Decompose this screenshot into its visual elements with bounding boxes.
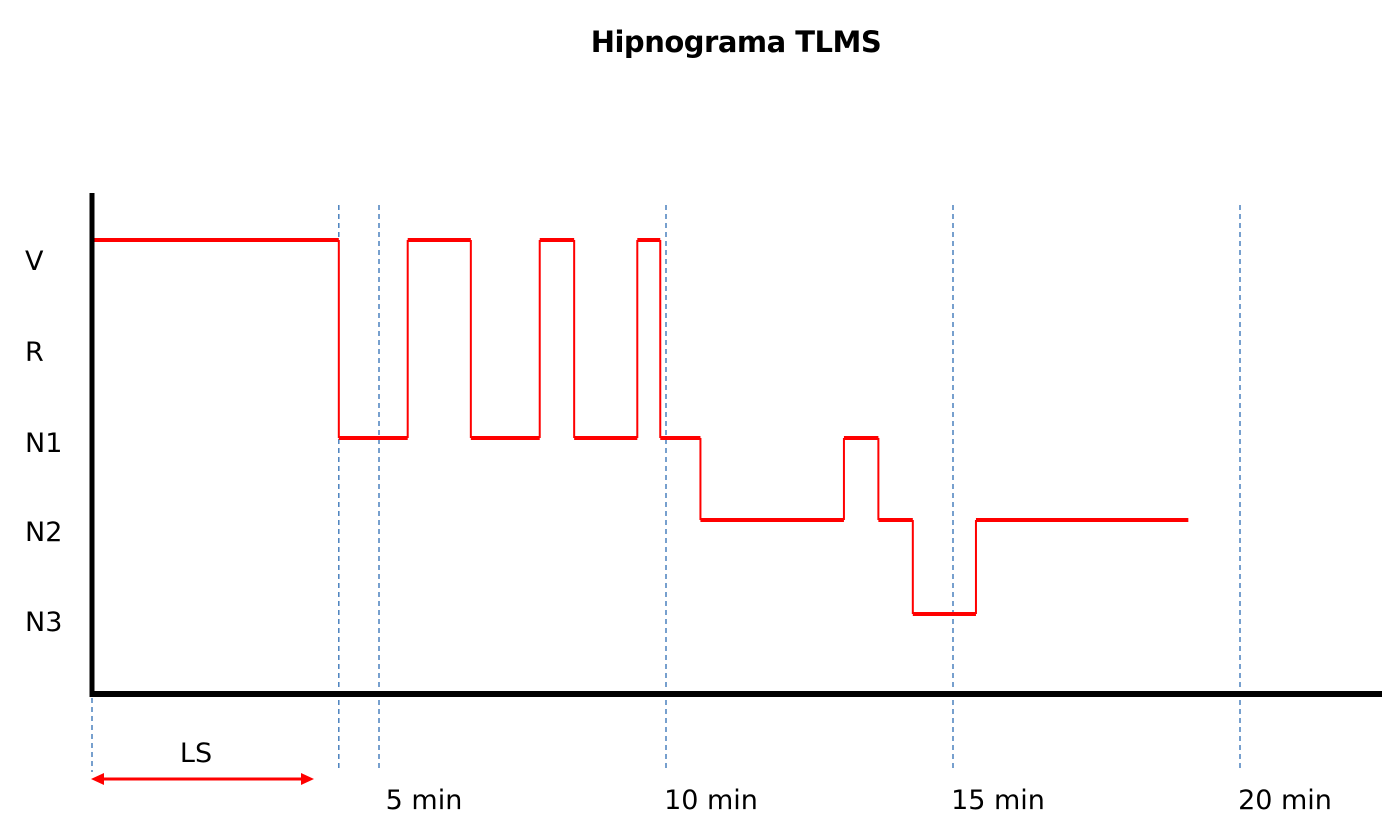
y-label-n2: N2 [25, 517, 62, 548]
latency-label: LS [180, 738, 212, 769]
latency-arrow-left-head [91, 773, 104, 785]
x-tick-label: 5 min [386, 785, 463, 816]
y-label-n1: N1 [25, 428, 62, 459]
hypnogram-series [92, 238, 1189, 616]
latency-arrow-right-head [301, 773, 314, 785]
chart-title: Hipnograma TLMS [591, 25, 882, 59]
x-tick-label: 20 min [1238, 785, 1332, 816]
x-tick-label: 15 min [951, 785, 1045, 816]
y-label-v: V [25, 246, 44, 277]
y-label-n3: N3 [25, 607, 62, 638]
x-axis-tick-labels: 5 min 10 min 15 min 20 min [386, 785, 1332, 816]
y-label-r: R [25, 337, 44, 368]
latency-annotation: LS [91, 738, 314, 785]
x-tick-label: 10 min [664, 785, 758, 816]
y-axis-labels: V R N1 N2 N3 [25, 246, 62, 638]
grid-lines [91, 205, 1241, 772]
